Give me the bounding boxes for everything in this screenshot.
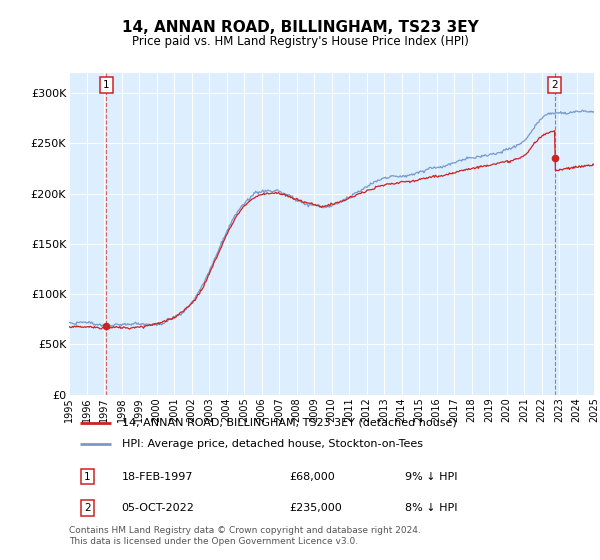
Text: HPI: Average price, detached house, Stockton-on-Tees: HPI: Average price, detached house, Stoc… (121, 439, 422, 449)
Text: 2: 2 (551, 80, 558, 90)
Text: 9% ↓ HPI: 9% ↓ HPI (405, 472, 458, 482)
Text: 1: 1 (84, 472, 91, 482)
Text: £68,000: £68,000 (290, 472, 335, 482)
Text: 14, ANNAN ROAD, BILLINGHAM, TS23 3EY: 14, ANNAN ROAD, BILLINGHAM, TS23 3EY (122, 20, 478, 35)
Text: 14, ANNAN ROAD, BILLINGHAM, TS23 3EY (detached house): 14, ANNAN ROAD, BILLINGHAM, TS23 3EY (de… (121, 418, 456, 428)
Text: 1: 1 (103, 80, 110, 90)
Text: 2: 2 (84, 503, 91, 513)
Text: Price paid vs. HM Land Registry's House Price Index (HPI): Price paid vs. HM Land Registry's House … (131, 35, 469, 48)
Text: Contains HM Land Registry data © Crown copyright and database right 2024.
This d: Contains HM Land Registry data © Crown c… (69, 526, 421, 546)
Text: 05-OCT-2022: 05-OCT-2022 (121, 503, 194, 513)
Text: 8% ↓ HPI: 8% ↓ HPI (405, 503, 458, 513)
Text: 18-FEB-1997: 18-FEB-1997 (121, 472, 193, 482)
Text: £235,000: £235,000 (290, 503, 342, 513)
